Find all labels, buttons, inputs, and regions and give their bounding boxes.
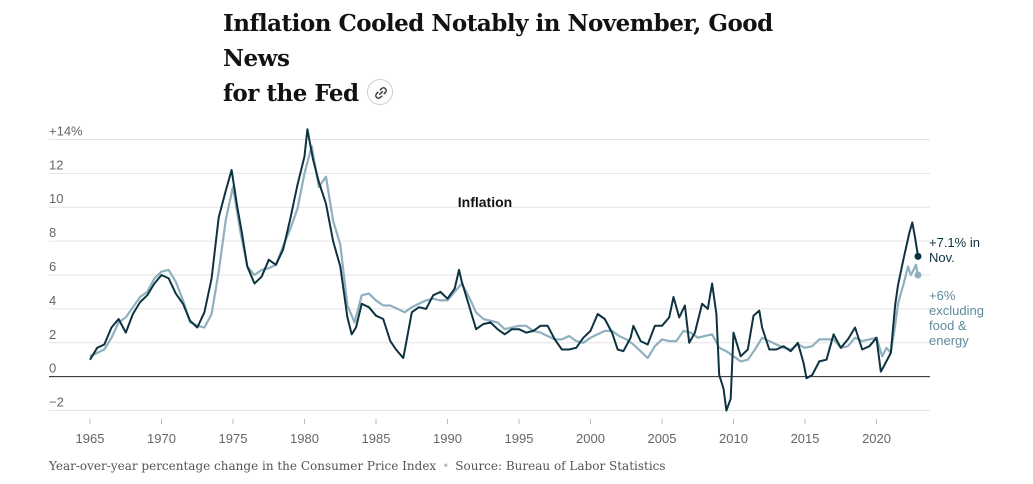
chart-source: Source: Bureau of Labor Statistics xyxy=(455,459,666,473)
x-tick-label: 2005 xyxy=(648,431,677,446)
series-label-core-cpi: food & xyxy=(929,318,967,333)
chart-footer: Year-over-year percentage change in the … xyxy=(49,459,666,473)
y-tick-label: 12 xyxy=(49,157,63,172)
y-tick-label: 4 xyxy=(49,293,56,308)
x-tick-label: 2000 xyxy=(576,431,605,446)
x-tick-label: 2020 xyxy=(862,431,891,446)
y-tick-label: 8 xyxy=(49,225,56,240)
series-label-cpi: +7.1% in xyxy=(929,235,980,250)
endpoint-core-cpi xyxy=(914,271,922,279)
x-tick-label: 1970 xyxy=(147,431,176,446)
y-tick-label: 0 xyxy=(49,361,56,376)
headline: Inflation Cooled Notably in November, Go… xyxy=(223,6,843,111)
x-tick-label: 1975 xyxy=(219,431,248,446)
x-tick-label: 1995 xyxy=(505,431,534,446)
y-tick-label: +14% xyxy=(49,123,83,138)
y-tick-label: 2 xyxy=(49,327,56,342)
series-label-core-cpi: energy xyxy=(929,333,969,348)
x-tick-label: 1985 xyxy=(362,431,391,446)
x-tick-label: 2010 xyxy=(719,431,748,446)
headline-line-1: Inflation Cooled Notably in November, Go… xyxy=(223,10,773,72)
y-tick-label: −2 xyxy=(49,395,64,410)
x-tick-label: 1980 xyxy=(290,431,319,446)
x-tick-label: 2015 xyxy=(791,431,820,446)
x-tick-label: 1990 xyxy=(433,431,462,446)
series-line-cpi xyxy=(89,128,919,412)
chart-title: Inflation xyxy=(458,194,512,210)
series-label-core-cpi: excluding xyxy=(929,303,984,318)
share-link-button[interactable] xyxy=(366,79,393,105)
series-label-cpi: Nov. xyxy=(929,250,955,265)
chart-description: Year-over-year percentage change in the … xyxy=(49,459,437,473)
x-tick-label: 1965 xyxy=(76,431,105,446)
endpoint-cpi xyxy=(914,252,922,260)
y-tick-label: 6 xyxy=(49,259,56,274)
y-tick-label: 10 xyxy=(49,191,63,206)
link-icon xyxy=(374,87,387,99)
separator-dot: • xyxy=(442,459,450,473)
headline-line-2: for the Fed xyxy=(223,80,359,107)
series-line-core-cpi xyxy=(89,145,920,363)
series-label-core-cpi: +6% xyxy=(929,288,956,303)
